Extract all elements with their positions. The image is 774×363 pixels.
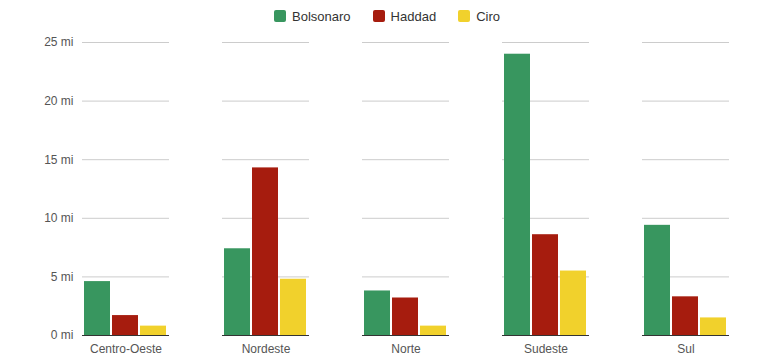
svg-text:15 mi: 15 mi xyxy=(44,153,73,167)
svg-text:Centro-Oeste: Centro-Oeste xyxy=(90,342,162,356)
svg-text:0 mi: 0 mi xyxy=(51,328,74,342)
svg-text:Sul: Sul xyxy=(677,342,694,356)
svg-text:20 mi: 20 mi xyxy=(44,94,73,108)
svg-text:Sudeste: Sudeste xyxy=(524,342,568,356)
svg-text:Nordeste: Nordeste xyxy=(242,342,291,356)
svg-text:10 mi: 10 mi xyxy=(44,211,73,225)
svg-text:25 mi: 25 mi xyxy=(44,35,73,49)
svg-text:Norte: Norte xyxy=(391,342,421,356)
html-text:Bolsonaro: Bolsonaro xyxy=(292,8,351,24)
svg-text:5 mi: 5 mi xyxy=(51,270,74,284)
html-text:Ciro: Ciro xyxy=(476,8,500,24)
html-text:Haddad: Haddad xyxy=(390,8,437,24)
